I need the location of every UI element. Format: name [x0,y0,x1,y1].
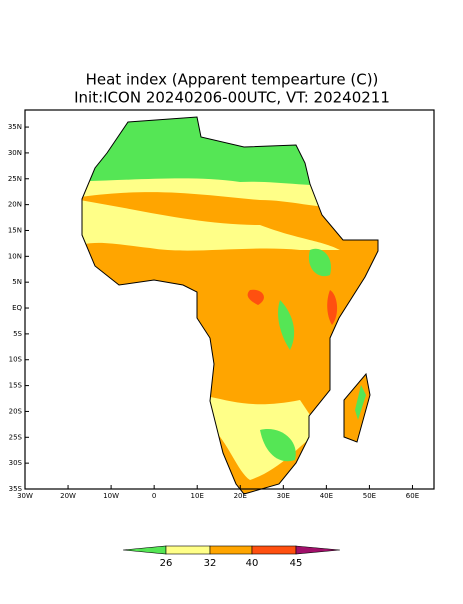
x-tick-label: 20W [60,492,76,500]
colorbar-segment [251,545,297,555]
x-tick-label: 50E [363,492,376,500]
colorbar-label: 32 [204,558,217,569]
colorbar: 26 32 40 45 [122,545,341,569]
y-tick-label: 20N [8,201,22,209]
y-tick-label: 30S [9,459,23,467]
y-tick-label: 30N [8,149,22,157]
y-tick-label: 10N [8,252,22,260]
colorbar-label: 40 [246,558,259,569]
y-tick-label: 25S [9,433,23,441]
y-tick-label: 15S [9,382,23,390]
x-tick-label: 20E [234,492,247,500]
y-tick-label: 10S [9,356,23,364]
y-tick-label: 15N [8,226,22,234]
colorbar-segment [165,545,211,555]
axes: 30W 20W 10W 0 10E 20E 30E 40E 50E 60E 35N 30N 25N 20N… [8,109,435,500]
colorbar-segment [209,545,253,555]
y-tick-label: 25N [8,175,22,183]
x-tick-label: 30W [17,492,33,500]
x-tick-label: 10W [103,492,119,500]
map-subtitle: Init:ICON 20240206-00UTC, VT: 20240211 [74,89,390,107]
y-tick-label: 5N [12,278,22,286]
colorbar-segment [295,545,341,555]
x-tick-label: 40E [320,492,333,500]
madagascar-green [355,385,366,420]
colorbar-label: 26 [160,558,173,569]
heat-field [82,117,378,494]
x-tick-label: 30E [277,492,290,500]
y-tick-label: 35N [8,123,22,131]
colorbar-segment [122,545,167,555]
colorbar-label: 45 [290,558,303,569]
y-tick-label: 5S [13,330,22,338]
x-tick-label: 10E [191,492,204,500]
y-tick-label: 20S [9,407,23,415]
y-tick-label: 35S [9,485,23,493]
x-tick-label: 0 [152,492,156,500]
x-tick-label: 60E [406,492,419,500]
map-frame [24,109,435,490]
map-title: Heat index (Apparent tempearture (C)) [86,71,379,89]
coastline [81,116,379,495]
y-tick-label: EQ [12,304,22,312]
